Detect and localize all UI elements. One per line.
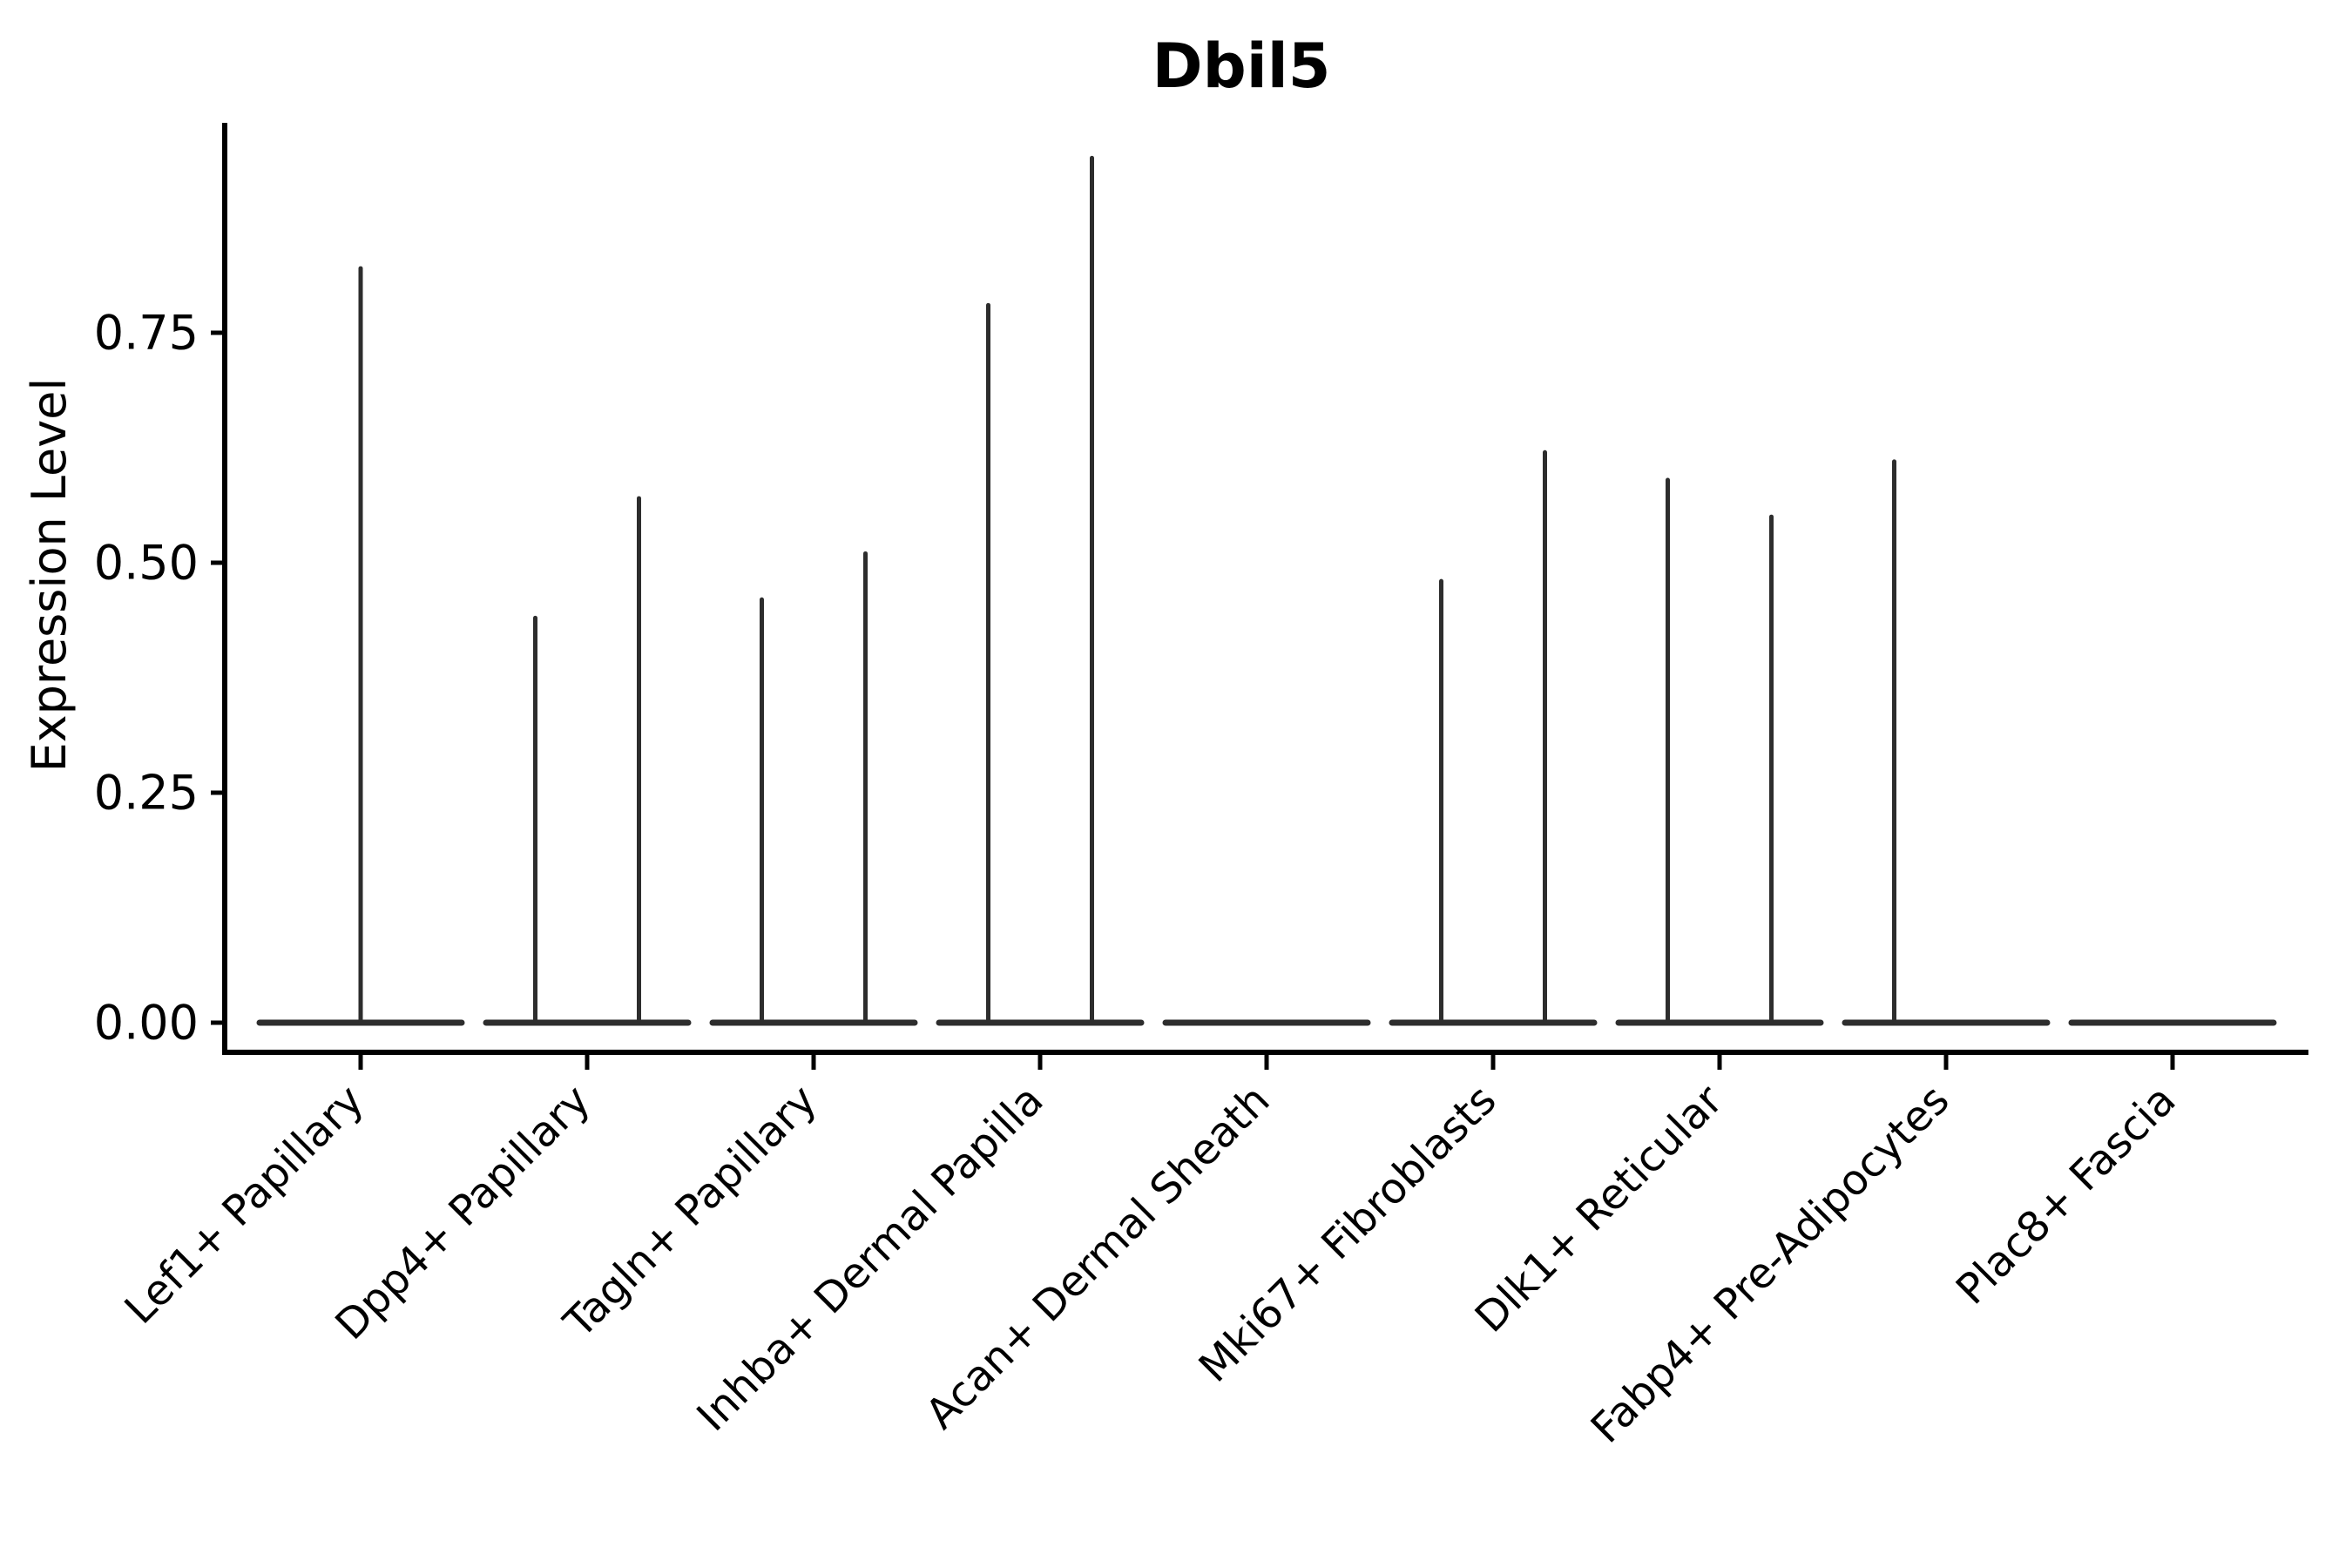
chart-title: Dbil5: [1152, 30, 1331, 102]
y-axis-title: Expression Level: [22, 378, 77, 773]
violins-group: [256, 155, 2277, 1026]
y-tick-label: 0.00: [94, 996, 199, 1051]
y-tick-label: 0.75: [94, 306, 199, 361]
y-tick-label: 0.25: [94, 766, 199, 821]
y-tick-label: 0.50: [94, 536, 199, 591]
